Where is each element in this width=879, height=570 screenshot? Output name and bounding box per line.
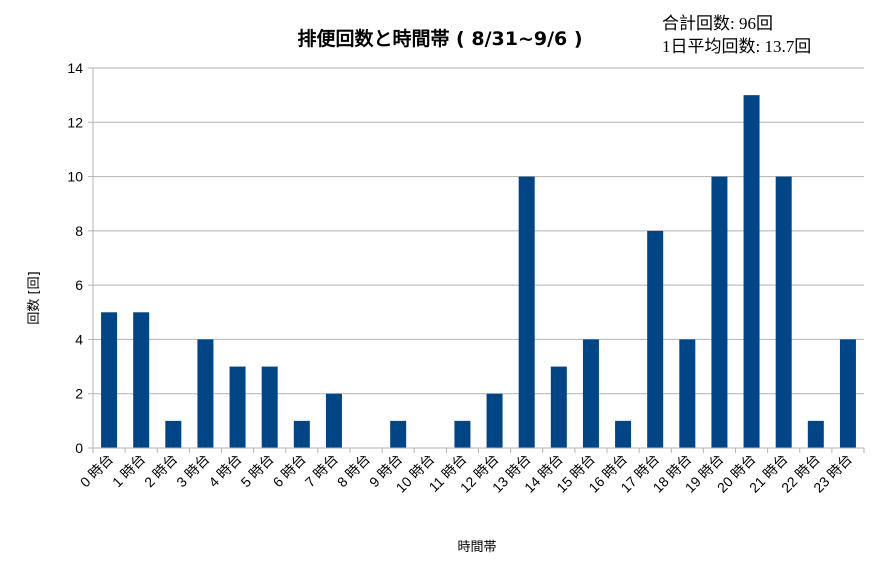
x-tick-label: 4 時台: [205, 451, 244, 490]
y-tick-label: 10: [67, 169, 83, 185]
chart-title: 排便回数と時間帯 ( 8/31~9/6 ): [297, 27, 582, 50]
x-tick-label: 5 時台: [237, 451, 276, 490]
bar: [293, 420, 310, 448]
bar: [197, 339, 214, 448]
x-axis-label: 時間帯: [457, 540, 496, 555]
y-tick-label: 4: [75, 331, 83, 347]
bars: [101, 95, 856, 449]
bar: [518, 176, 535, 449]
x-tick-labels: 0 時台1 時台2 時台3 時台4 時台5 時台6 時台7 時台8 時台9 時台…: [77, 451, 855, 496]
daily-average-annotation: 1日平均回数: 13.7回: [662, 37, 811, 56]
x-tick-label: 6 時台: [270, 451, 309, 490]
x-tick-label: 1 時台: [109, 451, 148, 490]
bar: [743, 95, 760, 449]
bar: [390, 420, 407, 448]
y-tick-labels: 0 2 4 6 8 10 12 14: [67, 60, 83, 456]
bar: [582, 339, 599, 448]
y-tick-label: 14: [67, 60, 83, 76]
y-tick-label: 12: [67, 114, 83, 130]
bar: [101, 312, 118, 448]
bar: [486, 393, 503, 448]
bar: [454, 420, 471, 448]
bar: [615, 420, 632, 448]
x-tick-label: 7 時台: [302, 451, 341, 490]
x-tick-label: 8 時台: [334, 451, 373, 490]
y-axis-label: 回数 [回]: [27, 271, 42, 324]
x-tick-label: 0 時台: [77, 451, 116, 490]
y-tick-label: 0: [75, 440, 83, 456]
x-tick-label: 3 時台: [173, 451, 212, 490]
bar: [839, 339, 856, 448]
x-tick-label: 2 時台: [141, 451, 180, 490]
axes: [88, 67, 865, 453]
bar: [229, 366, 246, 448]
bar: [679, 339, 696, 448]
bar: [711, 176, 728, 449]
bar: [165, 420, 182, 448]
y-tick-label: 6: [75, 277, 83, 293]
bar: [775, 176, 792, 449]
bar: [133, 312, 150, 448]
y-tick-label: 8: [75, 223, 83, 239]
bar: [807, 420, 824, 448]
total-count-annotation: 合計回数: 96回: [662, 14, 773, 33]
bar: [647, 230, 664, 448]
bar: [325, 393, 342, 448]
bar: [550, 366, 567, 448]
bar: [261, 366, 278, 448]
y-tick-label: 2: [75, 386, 83, 402]
gridlines: [93, 67, 864, 395]
